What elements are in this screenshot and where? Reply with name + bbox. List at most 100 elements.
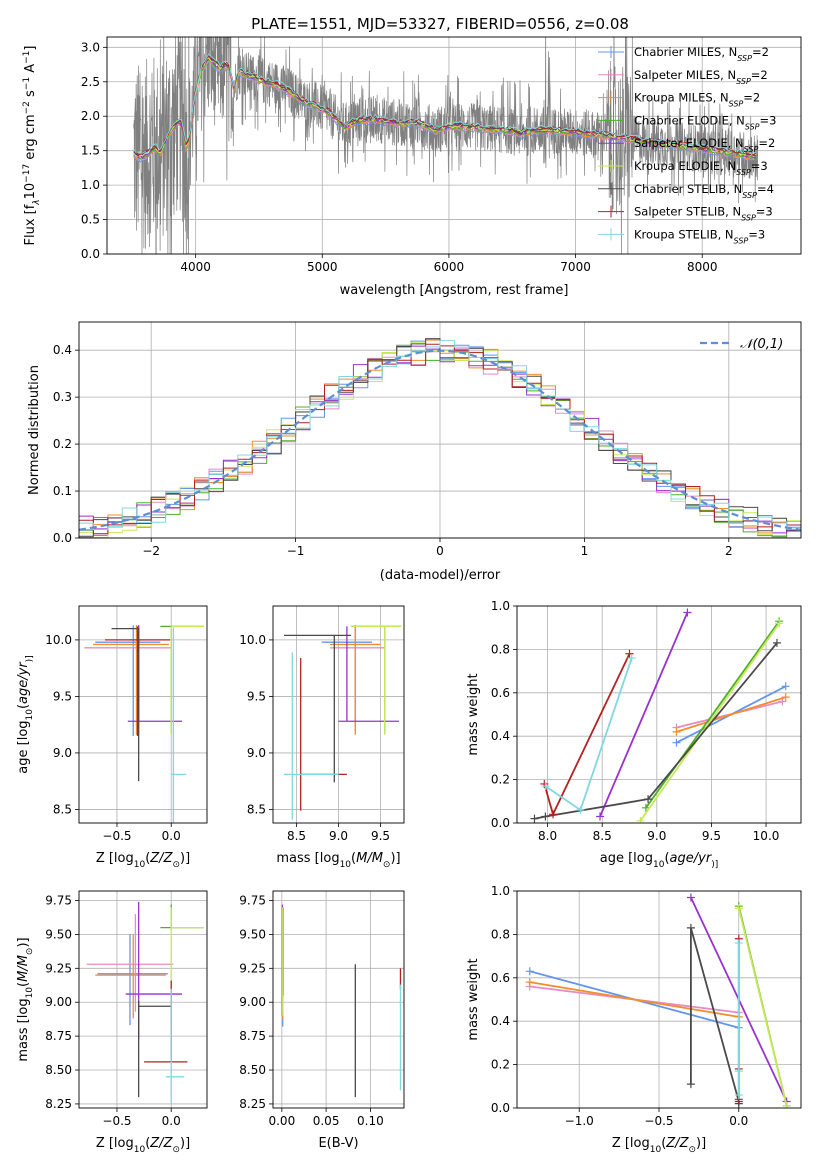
- legend-label: Kroupa STELIB, NSSP=3: [634, 227, 765, 245]
- x-axis-label: wavelength [Angstrom, rest frame]: [340, 283, 569, 298]
- legend-label: Chabrier STELIB, NSSP=4: [634, 182, 774, 200]
- y-tick-label: 0.8: [491, 642, 510, 656]
- y-tick-label: 9.75: [239, 893, 266, 907]
- axes-frame: [106, 36, 802, 255]
- plot-area: [86, 901, 204, 1104]
- x-tick-label: 0: [436, 544, 444, 558]
- grid: [273, 891, 404, 1108]
- y-tick-label: 0.5: [81, 213, 100, 227]
- weight-series: [530, 638, 781, 823]
- errorbar: [330, 625, 381, 735]
- x-tick-label: 0.0: [162, 1114, 181, 1128]
- y-axis-label: mass weight: [466, 673, 481, 755]
- spectrum-legend: Chabrier MILES, NSSP=2 Salpeter MILES, NS…: [598, 45, 776, 245]
- x-tick-label: −0.5: [102, 829, 131, 843]
- x-tick-label: 0.0: [729, 1114, 748, 1128]
- plot-area: [281, 904, 402, 1098]
- frame: 8.0 8.5 9.0 9.5 10.0 0.0 0.2 0.4 0.6 0.8 1.0 age [l…: [466, 599, 802, 870]
- weight-marker: [525, 978, 534, 987]
- y-tick-label: 0.6: [491, 686, 510, 700]
- age-vs-mass-panel: 8.5 9.0 9.5 8.5 9.0 9.5 10.0 mass [log10(M/M⊙)]: [239, 605, 405, 870]
- weight-marker: [525, 967, 534, 976]
- y-tick-label: 3.0: [81, 40, 100, 54]
- x-tick-label: −1.0: [565, 1114, 594, 1128]
- y-tick-label: 8.50: [45, 1063, 72, 1077]
- legend-label: Kroupa ELODIE, NSSP=3: [634, 159, 768, 177]
- x-tick-label: −0.5: [102, 1114, 131, 1128]
- frame: −1.0 −0.5 0.0 0.0 0.2 0.4 0.6 0.8 1.0 Z [log10(Z/…: [466, 884, 802, 1155]
- weight-marker: [772, 638, 781, 647]
- plot-area: [79, 338, 801, 538]
- errorbar: [338, 626, 399, 722]
- axes-frame: [78, 890, 208, 1109]
- errorbar: [105, 626, 171, 736]
- y-tick-label: 0.0: [81, 247, 100, 261]
- y-tick-label: 9.5: [247, 689, 266, 703]
- weight-vs-metallicity-panel: −1.0 −0.5 0.0 0.0 0.2 0.4 0.6 0.8 1.0 Z [log10(Z/…: [466, 884, 802, 1155]
- y-tick-label: 2.0: [81, 109, 100, 123]
- weight-marker: [683, 608, 692, 617]
- x-tick-label: 4000: [180, 260, 211, 274]
- y-tick-label: 0.0: [491, 1101, 510, 1115]
- frame: −2 −1 0 1 2 0.0 0.1 0.2 0.3 0.4 𝒩(0,1) (data-model)…: [27, 321, 802, 583]
- weight-marker: [596, 812, 605, 821]
- mass-vs-extinction-panel: 0.00 0.05 0.10 8.25 8.50 8.75 9.00 9.25 9.50 9.75…: [239, 890, 405, 1151]
- weight-series: [734, 939, 743, 1099]
- weight-series: [672, 693, 790, 736]
- errorbar: [160, 625, 204, 734]
- y-tick-label: 8.5: [247, 802, 266, 816]
- weight-marker: [734, 904, 743, 913]
- weight-marker: [775, 619, 784, 628]
- weight-marker: [781, 693, 790, 702]
- y-axis-label: mass weight: [466, 958, 481, 1040]
- weight-marker: [541, 812, 550, 821]
- y-tick-label: 9.25: [45, 961, 72, 975]
- y-tick-label: 0.4: [491, 729, 510, 743]
- grid: [79, 606, 207, 823]
- y-tick-label: 8.75: [239, 1029, 266, 1043]
- y-tick-label: 9.5: [53, 689, 72, 703]
- errorbar: [283, 634, 352, 783]
- x-tick-label: 8.5: [593, 829, 612, 843]
- y-tick-label: 8.75: [45, 1029, 72, 1043]
- weight-line: [544, 657, 633, 812]
- y-tick-label: 0.0: [53, 531, 72, 545]
- errorbar: [170, 625, 204, 735]
- y-tick-label: 10.0: [239, 633, 266, 647]
- x-tick-label: 2: [725, 544, 733, 558]
- y-tick-label: 9.50: [239, 927, 266, 941]
- legend-label: Salpeter ELODIE, NSSP=2: [634, 136, 775, 154]
- errorbar: [171, 627, 187, 823]
- x-tick-label: 9.5: [371, 829, 390, 843]
- errorbar: [170, 907, 204, 1011]
- y-tick-label: 9.50: [45, 927, 72, 941]
- legend-label: Chabrier MILES, NSSP=2: [634, 45, 769, 63]
- x-tick-label: −2: [142, 544, 160, 558]
- y-tick-label: 0.4: [53, 343, 72, 357]
- x-axis-label: (data-model)/error: [380, 568, 501, 583]
- y-tick-label: 0.3: [53, 390, 72, 404]
- errorbar: [283, 652, 339, 820]
- frame: 4000 5000 6000 7000 8000 0.0 0.5 1.0 1.5 2.0 2.5 3.…: [22, 36, 802, 298]
- errorbar: [125, 901, 183, 1039]
- x-axis-label: Z [log10(Z/Z⊙)]: [96, 851, 190, 870]
- errorbar: [93, 625, 170, 735]
- y-tick-label: 0.2: [491, 1058, 510, 1072]
- weight-marker: [781, 682, 790, 691]
- weight-marker: [686, 1080, 695, 1089]
- y-tick-label: 8.50: [239, 1063, 266, 1077]
- errorbar: [351, 625, 402, 735]
- y-axis-label: Normed distribution: [27, 365, 42, 495]
- mass-vs-metallicity-panel: −0.5 0.0 8.25 8.50 8.75 9.00 9.25 9.50 9.75 Z [lo…: [16, 890, 208, 1155]
- weight-series: [541, 654, 636, 814]
- y-tick-label: 8.25: [45, 1097, 72, 1111]
- frame: 0.00 0.05 0.10 8.25 8.50 8.75 9.00 9.25 9.50 9.75…: [239, 890, 405, 1151]
- plot-area: [133, 37, 759, 254]
- x-tick-label: 0.10: [357, 1114, 384, 1128]
- x-axis-label: Z [log10(Z/Z⊙)]: [96, 1136, 190, 1155]
- y-tick-label: 1.0: [81, 178, 100, 192]
- weight-marker: [530, 814, 539, 823]
- frame: −0.5 0.0 8.5 9.0 9.5 10.0 Z [log10(Z/Z⊙)] age […: [16, 605, 208, 870]
- y-tick-label: 8.25: [239, 1097, 266, 1111]
- y-tick-label: 9.0: [247, 746, 266, 760]
